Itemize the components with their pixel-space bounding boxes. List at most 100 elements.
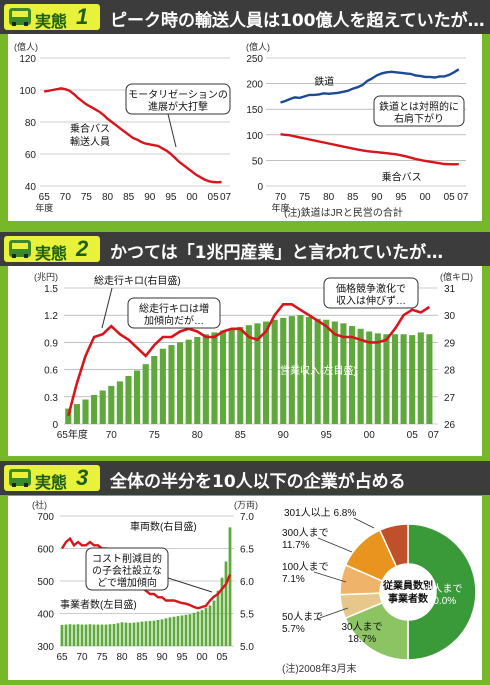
y-tick-label-right: 27 [444,393,456,404]
pie-slice-value: 50.0% [428,596,456,607]
x-tick-label: 70 [60,192,72,203]
pie-slice-label: 50人まで [282,611,323,623]
bar-revenue [374,333,381,424]
bar-operators [76,624,80,646]
bar-revenue [391,334,399,424]
pie-slice-label: 300人まで [282,527,329,539]
pie-leader-line [313,607,349,621]
bar-operators [148,620,152,646]
y-tick-label-right: 7.0 [240,512,254,523]
callout-motorization-line: モータリゼーションの [128,89,228,101]
panel-1-background [8,34,482,221]
y-tick-label-right: 28 [444,366,456,377]
y-tick-label-right: 31 [444,284,456,295]
bar-operators [80,624,84,646]
bar-operators [112,623,116,646]
pie-slice-label: 100人まで [282,561,329,573]
bar-operators [92,624,96,646]
pie-slice-value: 5.7% [282,624,305,635]
bar-revenue [366,331,373,424]
bar-revenue [194,336,201,424]
y-tick-label: 60 [25,150,37,161]
callout-contrast-line: 鉄道とは対照的に [379,100,459,113]
y-tick-label-right: 26 [444,420,456,431]
bus-icon [9,8,31,26]
y-tick-label: 80 [25,118,37,129]
pie-slice-value: 7.1% [282,574,305,585]
bar-revenue [185,339,192,424]
x-tick-label: 90 [156,652,168,663]
bar-operators [176,616,180,646]
bar-revenue [237,326,244,424]
bar-operators [208,605,212,646]
callout-subsidiaries-line: どで増加傾向 [97,576,157,589]
callout-motorization-box [125,83,231,115]
bar-operators [132,622,136,646]
series-label-bus: 輸送人員 [70,135,110,148]
bar-revenue [400,334,407,424]
bar-revenue [99,390,106,424]
bar-revenue [73,404,80,424]
bar-operators [104,624,108,646]
section-3-header: 実態 3 全体の半分を10人以下の企業が占める [0,461,490,495]
x-tick-label: 95 [176,652,188,663]
y-tick-label: 200 [246,80,263,91]
y-tick-label: 120 [19,54,36,65]
section-3-tag: 実態 3 [4,465,100,492]
y-tick-label-left: 0.6 [44,366,58,377]
series-label-rail: 鉄道 [314,75,334,88]
bar-revenue [426,334,433,424]
bar-operators [204,607,208,646]
chart-bus-passengers: (億人) 40 60 80 100 120 65 70 75 80 85 90 95 00 05 07 年度 乗合… [14,41,232,213]
x-tick-label: 80 [192,430,204,441]
bar-revenue [168,345,175,424]
callout-subsidiaries-line: コスト削減目的 [92,552,162,565]
bar-revenue [331,321,338,424]
series-line-distance [67,303,431,417]
y-axis-unit: (億人) [246,41,270,52]
section-1-headline: ピーク時の輸送人員は100億人を超えていたが… [110,11,485,31]
bar-operators [180,615,184,646]
bar-operators [188,614,192,646]
pie-center-title: 事業者数 [388,592,429,605]
x-tick-label: 70 [76,652,88,663]
y-tick-label-left: 0.9 [44,338,58,349]
y-tick-label-left: 700 [37,512,54,523]
bar-operators [116,623,120,646]
y-tick-label-left: 1.2 [44,311,58,322]
bar-revenue [383,334,390,424]
y-tick-label-left: 300 [37,642,54,653]
bar-revenue [159,348,166,424]
bar-operators [88,624,92,646]
y-tick-label-left: 0 [52,420,58,431]
x-tick-label: 07 [428,430,440,441]
callout-price-line: 価格競争激化で [336,282,406,295]
y-tick-label: 0 [257,182,263,193]
section-2-headline: かつては「1兆円産業」と言われていたが… [110,243,444,263]
x-tick-label: 85 [136,652,148,663]
y-axis-unit-left: (兆円) [34,272,58,282]
x-tick-label: 00 [186,192,198,203]
x-tick-label: 95 [395,192,407,203]
callout-subsidiaries-box [85,547,169,591]
callout-distance-line: 加傾向だが… [144,314,204,327]
pie-leader-line [317,537,353,553]
bar-revenue [323,319,330,424]
bar-revenue [288,316,295,424]
bar-revenue [357,328,364,424]
x-tick-label: 80 [102,192,114,203]
series-line-bus-passengers [43,87,222,184]
bar-operators [228,527,232,646]
y-tick-label-right: 6.5 [240,545,254,556]
bar-revenue [142,364,149,424]
x-tick-label: 90 [371,192,383,203]
bar-operators [128,622,132,646]
x-tick-label: 75 [149,430,161,441]
y-axis-unit-right: (億キロ) [440,271,473,282]
x-tick-label: 07 [220,192,232,203]
series-label-bus: 乗合バス [70,122,110,135]
bar-operators [224,561,228,646]
chart-rail-vs-bus: (億人) 0 50 100 150 200 250 70 75 80 85 90 95 00 05 07 年度 鉄… [246,41,469,213]
pie-slice-value: 18.7% [348,634,376,645]
